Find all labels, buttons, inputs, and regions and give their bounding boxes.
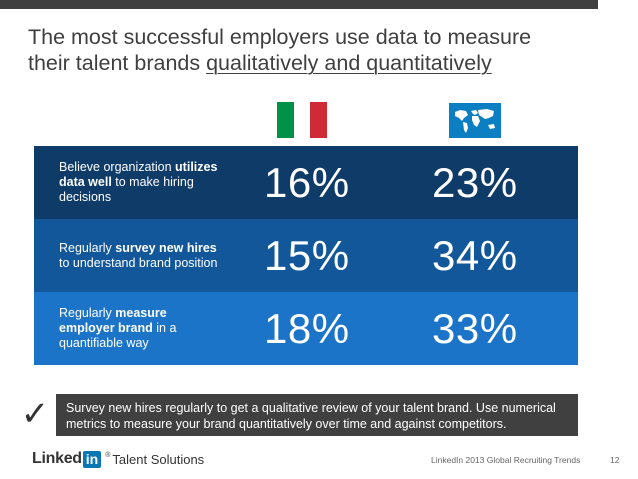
title-underlined-text: qualitatively and quantitatively — [206, 51, 492, 75]
italy-value: 15% — [264, 231, 350, 279]
italy-flag-icon — [277, 102, 328, 138]
logo-text: Linked — [32, 450, 82, 467]
italy-value: 18% — [264, 304, 350, 352]
logo-subtitle: Talent Solutions — [105, 452, 204, 467]
label-post: to understand brand position — [59, 255, 218, 270]
row-label: Believe organization utilizes data well … — [34, 160, 219, 205]
world-map-icon — [449, 103, 501, 138]
row-label: Regularly measure employer brand in a qu… — [34, 306, 219, 351]
label-bold: measure employer brand — [59, 306, 167, 335]
title-line-2: their talent brands qualitatively and qu… — [28, 50, 628, 76]
top-bar — [0, 0, 598, 9]
tip-box: ✓ Survey new hires regularly to get a qu… — [14, 388, 578, 436]
label-bold: utilizes data well — [59, 160, 218, 189]
italy-flag-red — [310, 102, 328, 138]
linkedin-logo: Linked in Talent Solutions — [32, 450, 204, 468]
stats-table: Believe organization utilizes data well … — [34, 146, 578, 365]
label-pre: Regularly — [59, 240, 116, 255]
title-line-1: The most successful employers use data t… — [28, 25, 532, 49]
label-pre: Regularly — [59, 306, 116, 320]
world-map-shapes — [455, 109, 495, 133]
global-value: 34% — [432, 231, 518, 279]
global-value: 33% — [432, 304, 518, 352]
global-value: 23% — [432, 158, 518, 206]
label-pre: Believe organization — [59, 160, 176, 174]
slide-title: The most successful employers use data t… — [28, 24, 628, 76]
label-post: to make hiring decisions — [59, 175, 194, 204]
table-row: Believe organization utilizes data well … — [34, 146, 578, 219]
italy-flag-white — [293, 102, 311, 138]
label-post: in a quantifiable way — [59, 321, 177, 350]
logo-in-box: in — [82, 450, 102, 468]
page-number: 12 — [610, 455, 620, 465]
table-row: Regularly survey new hires to understand… — [34, 219, 578, 292]
italy-flag-green — [277, 102, 294, 138]
source-note: LinkedIn 2013 Global Recruiting Trends — [431, 455, 581, 465]
row-label: Regularly survey new hires to understand… — [34, 241, 219, 271]
checkmark-icon: ✓ — [14, 388, 56, 436]
tip-text: Survey new hires regularly to get a qual… — [66, 401, 556, 431]
label-bold: survey new hires — [115, 240, 217, 255]
italy-value: 16% — [264, 158, 350, 206]
title-line-2-prefix: their talent brands — [28, 51, 207, 75]
table-row: Regularly measure employer brand in a qu… — [34, 292, 578, 365]
